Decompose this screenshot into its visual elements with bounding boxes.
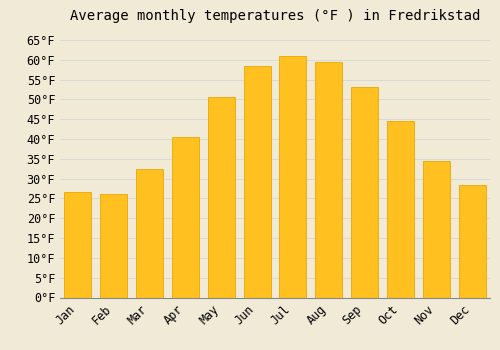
Bar xyxy=(100,195,127,298)
Bar xyxy=(136,169,163,298)
Bar xyxy=(172,137,199,298)
Bar xyxy=(64,193,92,298)
Bar xyxy=(423,161,450,298)
Bar xyxy=(280,56,306,298)
Bar xyxy=(387,121,414,298)
Bar xyxy=(244,66,270,297)
Title: Average monthly temperatures (°F ) in Fredrikstad: Average monthly temperatures (°F ) in Fr… xyxy=(70,9,480,23)
Bar xyxy=(208,97,234,298)
Bar xyxy=(316,62,342,298)
Bar xyxy=(351,88,378,298)
Bar xyxy=(458,184,485,298)
